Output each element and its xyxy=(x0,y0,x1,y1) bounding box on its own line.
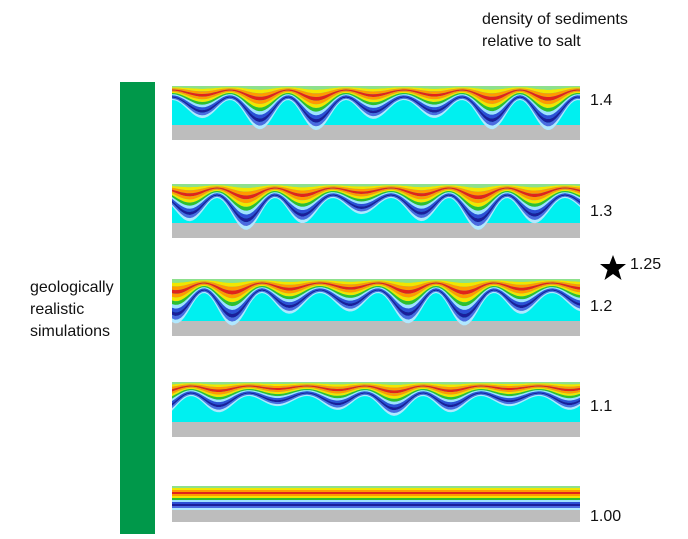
simulation-panel xyxy=(172,86,580,140)
side-label-line: geologically xyxy=(30,279,114,296)
sediment-stripe xyxy=(172,504,580,506)
sediment-stripe xyxy=(172,488,580,490)
basement xyxy=(172,422,580,437)
header-line: relative to salt xyxy=(482,33,581,50)
simulation-panel xyxy=(172,486,580,522)
basement xyxy=(172,125,580,140)
sediment-stripe xyxy=(172,508,580,510)
realism-bar xyxy=(120,82,155,534)
density-label: 1.3 xyxy=(590,203,612,220)
side-label-line: simulations xyxy=(30,323,110,340)
density-label: 1.1 xyxy=(590,398,612,415)
header-line: density of sediments xyxy=(482,11,628,28)
sediment-stripe xyxy=(172,502,580,504)
sediment-stripe xyxy=(172,492,580,494)
sediment-stripe xyxy=(172,490,580,492)
simulation-panel xyxy=(172,184,580,238)
star-marker xyxy=(600,255,626,280)
basement xyxy=(172,223,580,238)
page: {"header": {"lines": ["density of sedime… xyxy=(0,0,688,534)
sediment-stripe xyxy=(172,494,580,496)
density-label: 1.2 xyxy=(590,298,612,315)
marker-label: 1.25 xyxy=(630,256,661,273)
figure: density of sediments relative to salt ge… xyxy=(0,0,688,534)
simulation-panel xyxy=(172,382,580,437)
simulation-panel xyxy=(172,279,580,336)
density-label: 1.4 xyxy=(590,92,612,109)
sediment-stripe xyxy=(172,486,580,488)
density-label: 1.00 xyxy=(590,508,621,525)
sediment-stripe xyxy=(172,500,580,502)
sediment-stripe xyxy=(172,496,580,498)
side-label-line: realistic xyxy=(30,301,84,318)
sediment-stripe xyxy=(172,498,580,500)
sediment-stripe xyxy=(172,506,580,508)
